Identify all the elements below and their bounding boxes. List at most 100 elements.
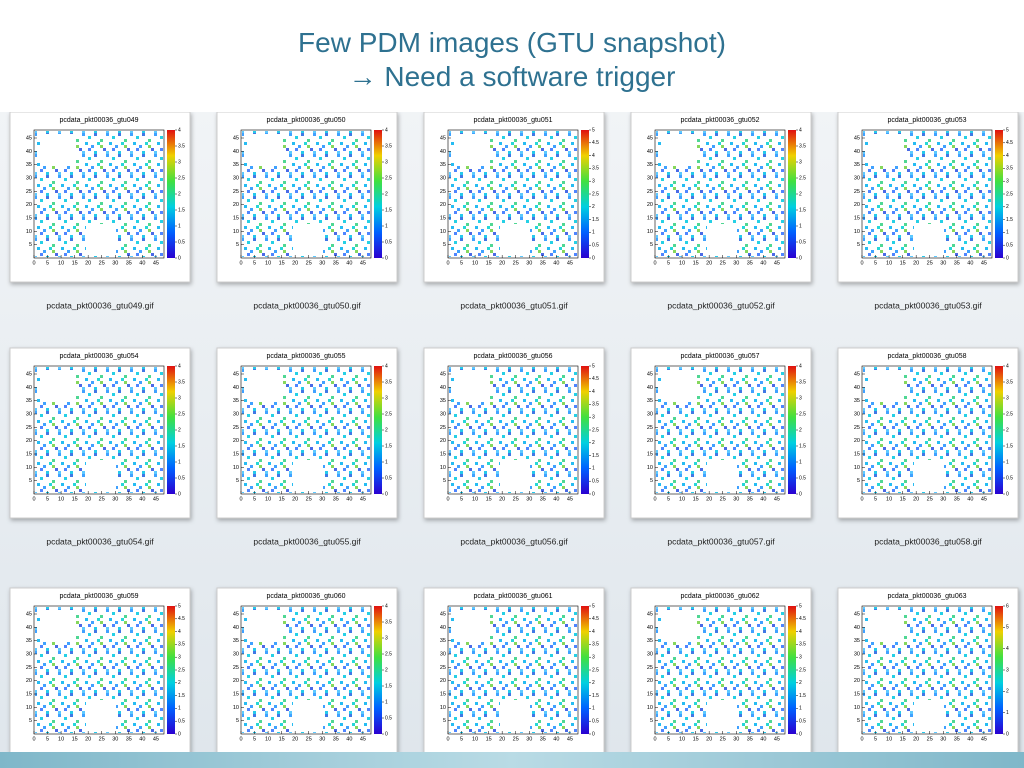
colorbar-tick-label: 1 [1006, 230, 1009, 236]
colorbar-tick-label: 3.5 [178, 642, 185, 648]
colorbar-tick-label: 3 [592, 415, 595, 421]
colorbar-tick-label: 5 [592, 127, 595, 133]
y-tick-label: 45 [233, 611, 239, 617]
x-tick-label: 5 [874, 736, 877, 742]
footer-stripe [0, 752, 1024, 768]
colorbar-tick-label: 4.5 [592, 376, 599, 382]
y-tick-label: 25 [26, 189, 32, 195]
colorbar-tick-label: 3 [385, 159, 388, 165]
x-tick-label: 0 [653, 260, 656, 266]
x-tick-label: 20 [292, 260, 298, 266]
y-tick-label: 45 [26, 135, 32, 141]
y-tick-label: 30 [647, 175, 653, 181]
y-tick-label: 35 [647, 162, 653, 168]
x-tick-label: 25 [306, 496, 312, 502]
y-tick-label: 20 [854, 678, 860, 684]
colorbar-tick-label: 1 [592, 706, 595, 712]
x-tick-label: 35 [540, 736, 546, 742]
empty-region [868, 610, 904, 642]
colorbar-tick-label: 3.5 [178, 379, 185, 385]
x-tick-label: 10 [58, 736, 64, 742]
empty-region [454, 134, 490, 166]
colorbar-tick-label: 0.5 [178, 239, 185, 245]
colorbar-tick-label: 0 [592, 731, 595, 737]
x-tick-label: 5 [667, 496, 670, 502]
x-tick-label: 10 [265, 496, 271, 502]
x-tick-label: 40 [139, 260, 145, 266]
y-tick-label: 15 [233, 451, 239, 457]
y-tick-label: 15 [26, 215, 32, 221]
colorbar-tick-label: 0.5 [799, 239, 806, 245]
colorbar [167, 130, 175, 258]
y-tick-label: 25 [647, 665, 653, 671]
colorbar-tick-label: 3.5 [592, 402, 599, 408]
x-tick-label: 5 [667, 260, 670, 266]
y-tick-label: 25 [440, 425, 446, 431]
colorbar-tick-label: 3 [1006, 667, 1009, 673]
x-tick-label: 20 [706, 260, 712, 266]
x-tick-label: 40 [967, 260, 973, 266]
colorbar [788, 606, 796, 734]
x-tick-label: 15 [900, 736, 906, 742]
colorbar-tick-label: 1 [799, 459, 802, 465]
y-tick-label: 5 [443, 478, 446, 484]
colorbar-tick-label: 0.5 [1006, 243, 1013, 249]
colorbar-tick-label: 1.5 [592, 693, 599, 699]
colorbar-tick-label: 1 [799, 223, 802, 229]
y-tick-label: 30 [233, 651, 239, 657]
y-tick-label: 10 [233, 705, 239, 711]
x-tick-label: 20 [913, 260, 919, 266]
y-tick-label: 40 [647, 385, 653, 391]
colorbar-tick-label: 0.5 [385, 239, 392, 245]
x-tick-label: 15 [900, 496, 906, 502]
colorbar [167, 606, 175, 734]
colorbar-tick-label: 3.5 [1006, 166, 1013, 172]
x-tick-label: 10 [679, 496, 685, 502]
y-tick-label: 5 [29, 718, 32, 724]
y-tick-label: 5 [236, 478, 239, 484]
colorbar-tick-label: 3 [1006, 395, 1009, 401]
y-tick-label: 5 [29, 242, 32, 248]
colorbar-tick-label: 4 [1006, 153, 1009, 159]
y-tick-label: 20 [440, 678, 446, 684]
x-tick-label: 25 [513, 260, 519, 266]
colorbar-tick-label: 4.5 [799, 616, 806, 622]
colorbar-tick-label: 0.5 [385, 715, 392, 721]
y-tick-label: 15 [647, 451, 653, 457]
x-tick-label: 25 [927, 260, 933, 266]
colorbar-tick-label: 2.5 [178, 411, 185, 417]
x-tick-label: 45 [153, 260, 159, 266]
colorbar-tick-label: 3 [178, 395, 181, 401]
y-tick-label: 15 [854, 451, 860, 457]
y-tick-label: 35 [26, 638, 32, 644]
colorbar-tick-label: 1.5 [1006, 443, 1013, 449]
y-tick-label: 35 [26, 398, 32, 404]
colorbar-tick-label: 3.5 [799, 379, 806, 385]
y-tick-label: 15 [647, 691, 653, 697]
colorbar-tick-label: 2 [592, 680, 595, 686]
colorbar-tick-label: 1.5 [385, 443, 392, 449]
x-tick-label: 30 [319, 260, 325, 266]
colorbar-tick-label: 2 [385, 427, 388, 433]
colorbar-tick-label: 2.5 [178, 667, 185, 673]
x-tick-label: 25 [99, 496, 105, 502]
x-tick-label: 10 [58, 260, 64, 266]
x-tick-label: 10 [886, 736, 892, 742]
colorbar-tick-label: 2.5 [592, 191, 599, 197]
colorbar-tick-label: 4 [799, 629, 802, 635]
plot-title: pcdata_pkt00036_gtu054 [59, 353, 138, 360]
x-tick-label: 40 [139, 736, 145, 742]
x-tick-label: 0 [446, 736, 449, 742]
colorbar-tick-label: 5 [799, 603, 802, 609]
y-tick-label: 5 [857, 718, 860, 724]
y-tick-label: 30 [26, 175, 32, 181]
colorbar-tick-label: 1.5 [385, 207, 392, 213]
colorbar-tick-label: 0 [1006, 731, 1009, 737]
file-caption: pcdata_pkt00036_gtu057.gif [667, 536, 775, 546]
x-tick-label: 35 [954, 260, 960, 266]
y-tick-label: 10 [26, 705, 32, 711]
plot-title: pcdata_pkt00036_gtu059 [59, 593, 138, 600]
colorbar-tick-label: 1 [178, 706, 181, 712]
x-tick-label: 0 [446, 260, 449, 266]
